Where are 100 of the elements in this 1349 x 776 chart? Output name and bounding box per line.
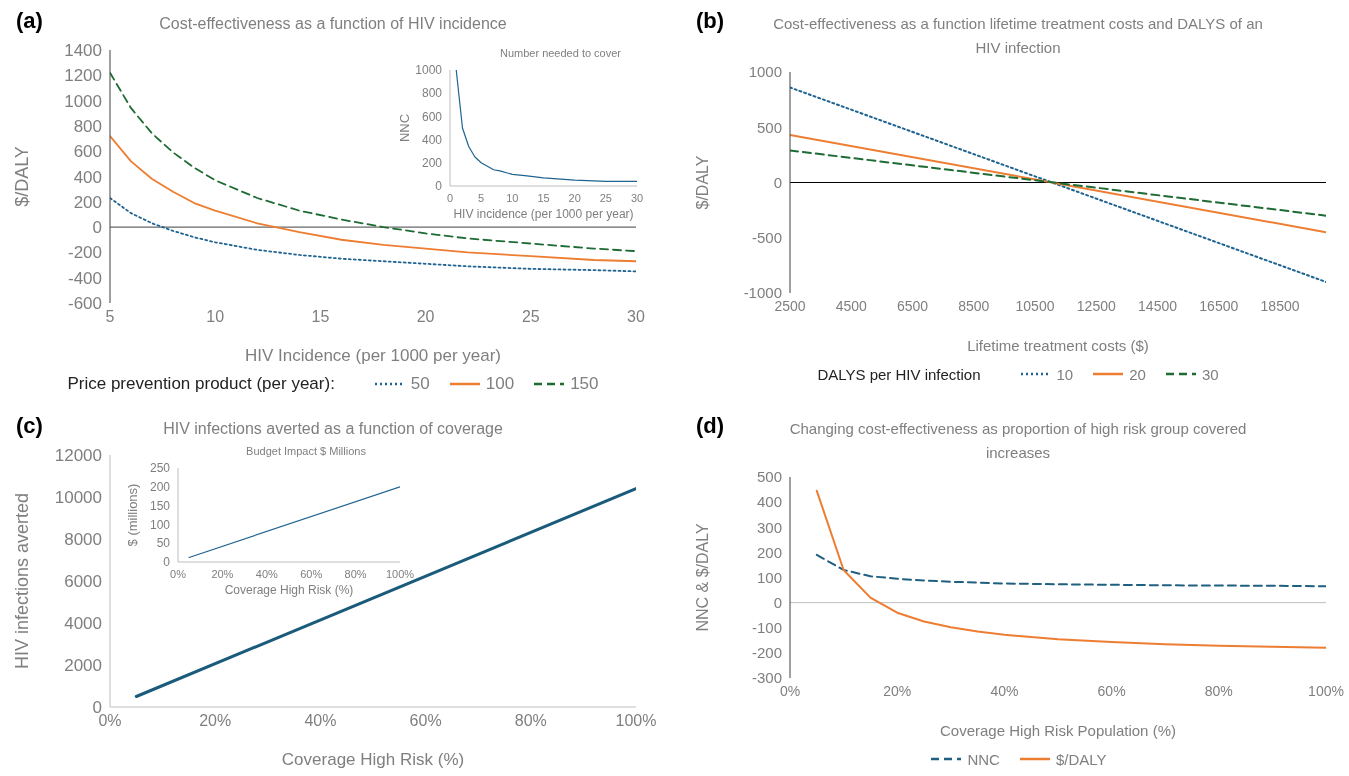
y-tick-label: -400	[67, 268, 102, 288]
text: (a)	[16, 8, 43, 34]
y-tick-label: 1000	[415, 63, 443, 78]
x-axis-title: Coverage High Risk (%)	[281, 750, 465, 769]
y-tick-label: 10000	[54, 488, 102, 508]
y-tick-label: -200	[751, 644, 782, 662]
x-tick-label: 30	[627, 308, 645, 326]
y-tick-label: 1200	[64, 66, 102, 86]
chart-title: Budget Impact $ Millions	[245, 444, 367, 459]
y-tick-label: 8000	[64, 530, 102, 550]
x-tick-label: 0	[446, 191, 454, 204]
x-tick-label: 20	[568, 191, 581, 204]
chart-title: Number needed to cover	[498, 46, 623, 61]
x-tick-label: 4500	[835, 297, 868, 314]
y-tick-label: 400	[421, 132, 443, 147]
y-tick-label: 600	[73, 142, 102, 162]
x-tick-label: 40%	[255, 567, 279, 580]
y-tick-label: 200	[756, 543, 782, 561]
x-tick-label: 100%	[615, 712, 657, 730]
y-tick-label: 1400	[64, 41, 102, 61]
x-tick-label: 6500	[896, 297, 929, 314]
legend-label: 150	[569, 374, 599, 394]
x-tick-label: 5	[105, 308, 115, 326]
y-tick-label: 4000	[64, 614, 102, 634]
y-tick-label: 0	[773, 173, 782, 191]
x-tick-label: 100%	[1308, 682, 1344, 699]
x-tick-label: 18500	[1260, 297, 1300, 314]
y-axis-title: NNC	[396, 113, 412, 143]
chart-title: Cost-effectiveness as a function of HIV incidence	[159, 15, 507, 32]
x-axis-title: Coverage High Risk (%)	[224, 583, 354, 597]
x-tick-label: 15	[311, 308, 330, 326]
x-axis-title: Coverage High Risk Population (%)	[940, 722, 1176, 739]
y-tick-label: -600	[67, 294, 102, 314]
y-tick-label: 1000	[64, 91, 102, 111]
x-tick-label: 60%	[300, 567, 323, 580]
y-tick-label: 100	[149, 517, 171, 532]
y-axis-title: HIV infections averted	[12, 492, 33, 670]
x-tick-label: 80%	[344, 567, 367, 580]
y-axis-title: $/DALY	[12, 146, 33, 207]
legend-title: DALYS per HIV infection	[817, 365, 981, 383]
y-axis-title: $ (millions)	[124, 483, 140, 547]
legend-label: $/DALY	[1054, 750, 1107, 768]
x-axis-title: HIV incidence (per 1000 per year)	[453, 207, 634, 221]
x-tick-label: 14500	[1138, 297, 1178, 314]
line-series	[815, 489, 1326, 649]
x-tick-label: 25	[521, 308, 540, 326]
legend-title: Price prevention product (per year):	[67, 374, 335, 394]
chart-title: Cost-effectiveness as a function lifetime treatment costs and DALYS of an HIV infection	[773, 15, 1263, 56]
y-tick-label: -500	[751, 229, 782, 247]
y-tick-label: 2000	[64, 656, 102, 676]
x-tick-label: 0%	[98, 712, 122, 730]
legend-label: 20	[1128, 365, 1146, 383]
x-tick-label: 60%	[1097, 682, 1126, 699]
x-axis-title: Lifetime treatment costs ($)	[967, 337, 1149, 354]
y-tick-label: -300	[751, 669, 782, 687]
y-tick-label: 800	[421, 86, 443, 101]
y-tick-label: 400	[756, 493, 782, 511]
y-tick-label: 100	[756, 568, 782, 586]
x-tick-label: 0%	[779, 682, 801, 699]
x-tick-label: 100%	[385, 567, 415, 580]
y-tick-label: -100	[751, 619, 782, 637]
y-tick-label: 300	[756, 518, 782, 536]
x-tick-label: 15	[537, 191, 550, 204]
y-tick-label: 800	[73, 116, 102, 136]
x-tick-label: 20%	[199, 712, 232, 730]
text: (d)	[696, 413, 725, 439]
y-tick-label: 0	[773, 593, 782, 611]
line-series	[455, 70, 637, 182]
legend-label: NNC	[966, 750, 1000, 768]
y-tick-label: 200	[421, 156, 443, 171]
y-tick-label: 500	[756, 118, 782, 136]
y-tick-label: 1000	[748, 63, 782, 81]
x-tick-label: 5	[478, 191, 485, 204]
x-tick-label: 40%	[990, 682, 1019, 699]
x-tick-label: 12500	[1076, 297, 1116, 314]
chart-title: HIV infections averted as a function of coverage	[163, 420, 503, 437]
y-tick-label: 0	[435, 179, 443, 194]
y-tick-label: 250	[149, 461, 171, 476]
legend-label: 30	[1200, 365, 1219, 383]
x-tick-label: 20%	[211, 567, 234, 580]
text: (b)	[696, 8, 725, 34]
x-tick-label: 80%	[1204, 682, 1233, 699]
x-tick-label: 10500	[1015, 297, 1055, 314]
y-axis-title: NNC & $/DALY	[693, 523, 711, 632]
x-tick-label: 60%	[409, 712, 442, 730]
x-tick-label: 16500	[1199, 297, 1239, 314]
y-tick-label: 600	[421, 109, 443, 124]
x-tick-label: 25	[599, 191, 612, 204]
y-tick-label: 150	[149, 498, 171, 513]
x-tick-label: 10	[206, 308, 225, 326]
x-axis-title: HIV Incidence (per 1000 per year)	[244, 346, 502, 365]
chart-title: Changing cost-effectiveness as proportion of high risk group covered increases	[789, 420, 1247, 461]
x-tick-label: 8500	[958, 297, 990, 314]
y-tick-label: 200	[149, 480, 171, 495]
x-tick-label: 10	[506, 191, 519, 204]
y-tick-label: 12000	[54, 446, 102, 466]
x-tick-label: 0%	[170, 567, 187, 580]
x-tick-label: 30	[630, 191, 644, 204]
y-axis-title: $/DALY	[693, 155, 711, 210]
text: (c)	[16, 413, 43, 439]
